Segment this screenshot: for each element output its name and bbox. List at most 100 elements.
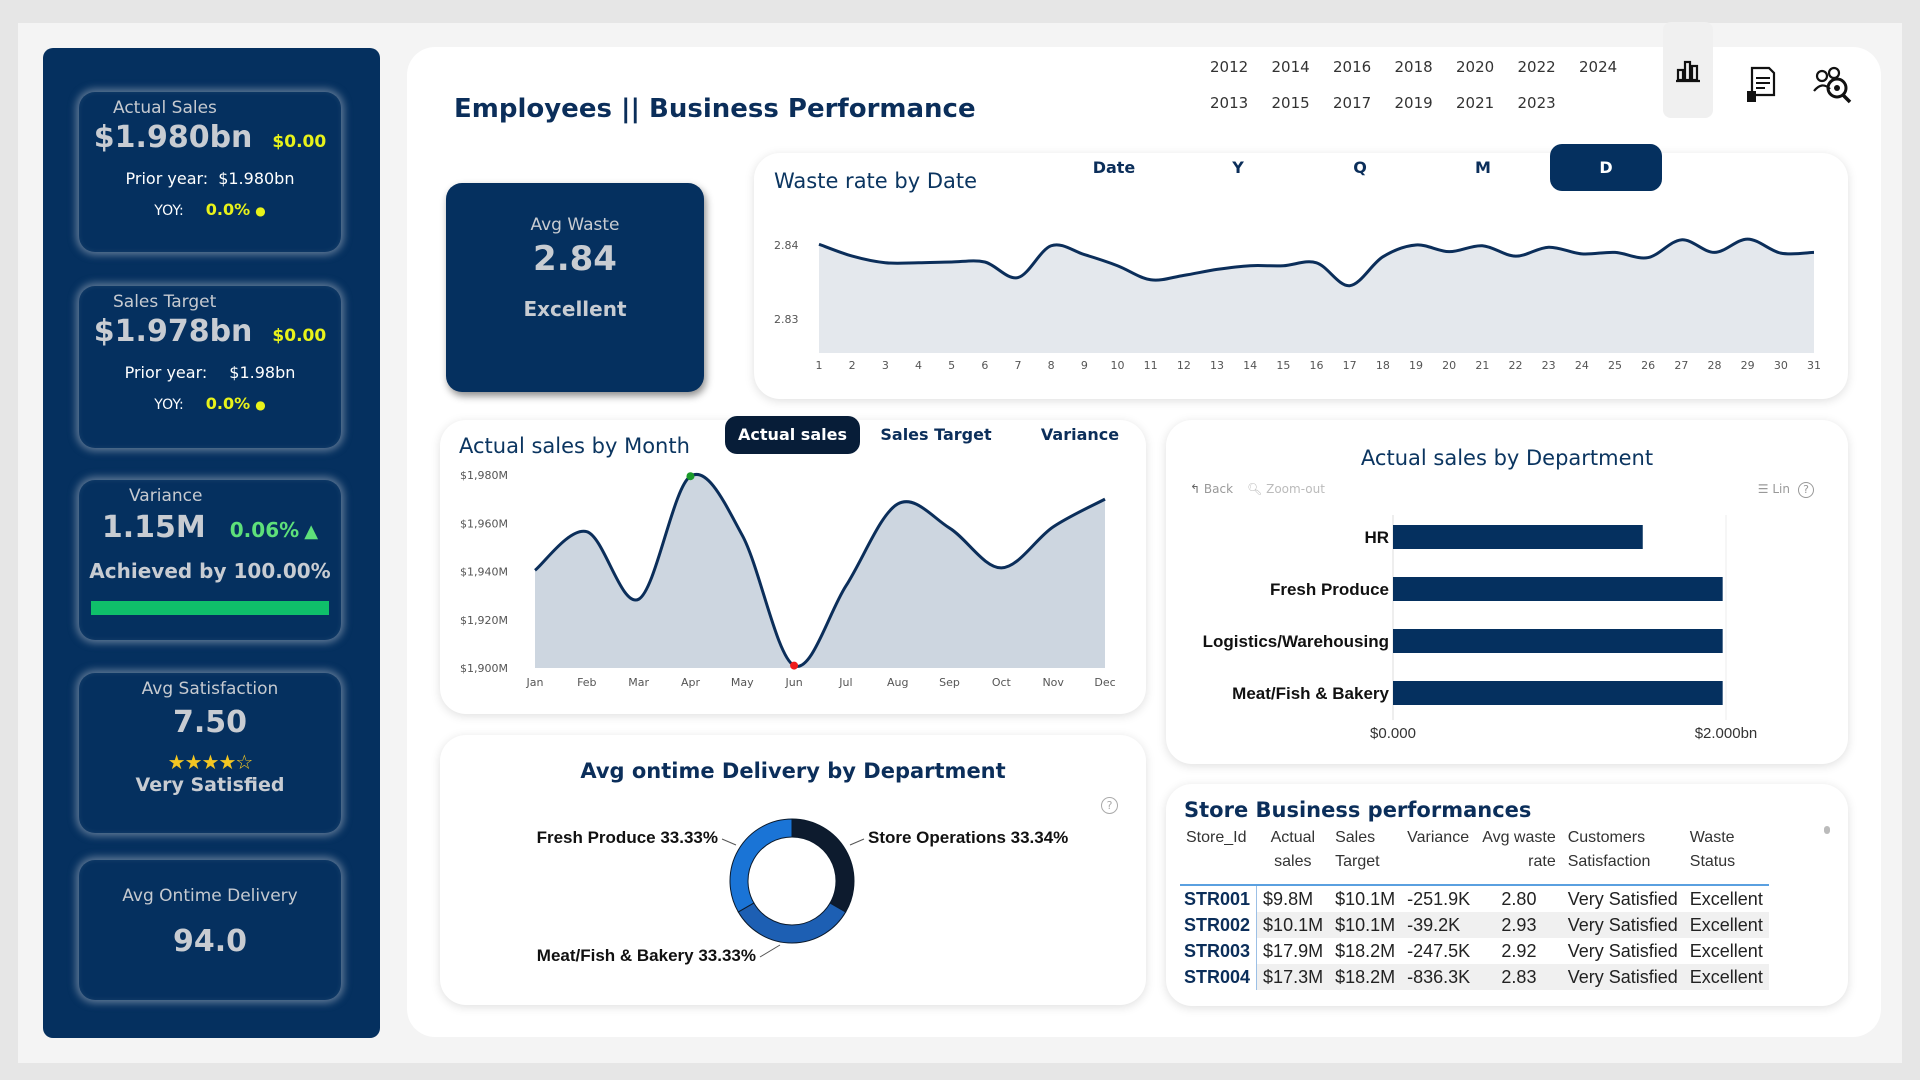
toggle-actual-sales[interactable]: Actual sales: [725, 416, 860, 454]
toggle-year[interactable]: Y: [1232, 158, 1244, 177]
report-document-icon: [1747, 66, 1776, 102]
department-bar[interactable]: [1393, 577, 1723, 601]
waste-area: [819, 239, 1814, 353]
kpi-delta: $0.00: [272, 132, 327, 152]
year-option[interactable]: 2012: [1210, 58, 1249, 76]
table-row[interactable]: STR001 $9.8M $10.1M -251.9K 2.80 Very Satisfi…: [1180, 885, 1769, 912]
table-cell: Very Satisfied: [1561, 912, 1684, 938]
x-tick-label: May: [731, 676, 754, 689]
table-cell: -39.2K: [1401, 912, 1477, 938]
year-option[interactable]: 2015: [1271, 94, 1310, 112]
y-tick-label: $1,980M: [460, 469, 508, 482]
chart-title: Avg ontime Delivery by Department: [580, 759, 1006, 783]
toggle-variance[interactable]: Variance: [1040, 425, 1120, 444]
kpi-value: $1.980bn: [93, 120, 253, 155]
table-cell: 2.92: [1501, 941, 1537, 961]
table-row[interactable]: STR003 $17.9M $18.2M -247.5K 2.92 Very Satisf…: [1180, 938, 1769, 964]
x-tick-label: 7: [1015, 359, 1022, 372]
achievement-progress-track: [91, 601, 329, 615]
x-tick-label: 3: [882, 359, 889, 372]
toggle-date[interactable]: Date: [1092, 158, 1136, 177]
x-tick-label: 16: [1310, 359, 1324, 372]
department-bar[interactable]: [1393, 681, 1723, 705]
column-header[interactable]: Sales Target: [1335, 829, 1380, 870]
year-option[interactable]: 2016: [1333, 58, 1372, 76]
table-row[interactable]: STR004 $17.3M $18.2M -836.3K 2.83 Very Satisf…: [1180, 964, 1769, 990]
column-header[interactable]: Avg waste rate: [1482, 829, 1556, 870]
zoom-out-button[interactable]: 🔍︎ Zoom-out: [1247, 482, 1325, 496]
x-tick-label: 23: [1542, 359, 1556, 372]
help-icon[interactable]: ?: [1798, 482, 1814, 498]
kpi-label: Sales Target: [113, 292, 217, 312]
column-header[interactable]: Waste Status: [1689, 829, 1736, 870]
department-bar[interactable]: [1393, 525, 1643, 549]
donut-label-fresh-produce: Fresh Produce 33.33%: [537, 828, 718, 847]
year-option[interactable]: 2019: [1394, 94, 1433, 112]
chart-title: Waste rate by Date: [774, 169, 978, 193]
prior-year-value: $1.980bn: [218, 169, 295, 188]
column-header[interactable]: Customers Satisfaction: [1567, 829, 1651, 870]
x-tick-label: Jun: [784, 676, 802, 689]
toggle-quarter[interactable]: Q: [1353, 158, 1367, 177]
table-cell: $18.2M: [1329, 964, 1402, 990]
zoom-out-icon: 🔍︎: [1247, 482, 1263, 496]
x-tick-label: 31: [1807, 359, 1821, 372]
x-tick-label: 9: [1081, 359, 1088, 372]
kpi-value: 94.0: [172, 924, 248, 959]
store-id-cell: STR001: [1180, 885, 1258, 912]
scrollbar-thumb[interactable]: [1824, 826, 1830, 834]
donut-slice[interactable]: [729, 818, 793, 913]
x-tick-label: 5: [948, 359, 955, 372]
donut-slice[interactable]: [791, 818, 855, 913]
year-option[interactable]: 2021: [1456, 94, 1495, 112]
nav-business-performance-button[interactable]: [1663, 22, 1713, 118]
year-option[interactable]: 2023: [1517, 94, 1556, 112]
leader-line: [849, 838, 865, 846]
yoy-label: YOY:: [154, 203, 184, 219]
kpi-label: Avg Satisfaction: [141, 679, 279, 699]
kpi-sidebar: Actual Sales $1.980bn $0.00 Prior year: …: [43, 48, 380, 1038]
column-header[interactable]: Variance: [1407, 829, 1470, 846]
x-tick-label: 12: [1177, 359, 1191, 372]
category-label: Logistics/Warehousing: [1203, 632, 1389, 651]
year-option[interactable]: 2022: [1517, 58, 1556, 76]
kpi-value: $1.978bn: [93, 314, 253, 349]
department-bar[interactable]: [1393, 629, 1723, 653]
y-tick-label: $1,920M: [460, 614, 508, 627]
department-sales-chart: HR Fresh Produce Logistics/Warehousing Meat…: [1203, 515, 1757, 742]
year-option[interactable]: 2018: [1394, 58, 1433, 76]
back-arrow-icon: ↰: [1190, 482, 1201, 496]
x-tick-label: 25: [1608, 359, 1622, 372]
help-icon[interactable]: ?: [1101, 797, 1118, 814]
list-icon: ☰: [1757, 482, 1769, 496]
toggle-month[interactable]: M: [1475, 158, 1491, 177]
column-header[interactable]: Actual sales: [1270, 829, 1316, 870]
year-option[interactable]: 2013: [1210, 94, 1249, 112]
legend-button[interactable]: ☰ Lin: [1757, 482, 1790, 496]
toggle-sales-target[interactable]: Sales Target: [880, 425, 992, 444]
column-header[interactable]: Store_Id: [1186, 829, 1247, 846]
table-row[interactable]: STR002 $10.1M $10.1M -39.2K 2.93 Very Satisfi…: [1180, 912, 1769, 938]
x-tick-label: 19: [1409, 359, 1423, 372]
year-option[interactable]: 2017: [1333, 94, 1372, 112]
donut-slice[interactable]: [737, 902, 847, 944]
year-option[interactable]: 2024: [1579, 58, 1618, 76]
x-tick-label: 1: [816, 359, 823, 372]
status-dot-icon: ●: [255, 398, 266, 412]
achievement-progress-fill: [91, 601, 329, 615]
x-tick-label: Oct: [992, 676, 1012, 689]
year-option[interactable]: 2020: [1456, 58, 1495, 76]
x-tick-label: Dec: [1094, 676, 1115, 689]
kpi-label: Avg Ontime Delivery: [122, 886, 298, 906]
table-cell: Very Satisfied: [1561, 964, 1684, 990]
table-cell: $18.2M: [1335, 941, 1396, 961]
nav-report-button[interactable]: [1736, 60, 1786, 110]
year-option[interactable]: 2014: [1271, 58, 1310, 76]
back-button[interactable]: ↰ Back: [1190, 482, 1234, 496]
store-table-card: Store Business performances Store_Id Act…: [1166, 784, 1848, 1006]
toggle-day[interactable]: D: [1550, 144, 1662, 191]
kpi-delta: $0.00: [272, 326, 327, 346]
kpi-value: 7.50: [172, 705, 248, 740]
x-tick-label: 6: [981, 359, 988, 372]
nav-employees-button[interactable]: [1808, 60, 1858, 110]
